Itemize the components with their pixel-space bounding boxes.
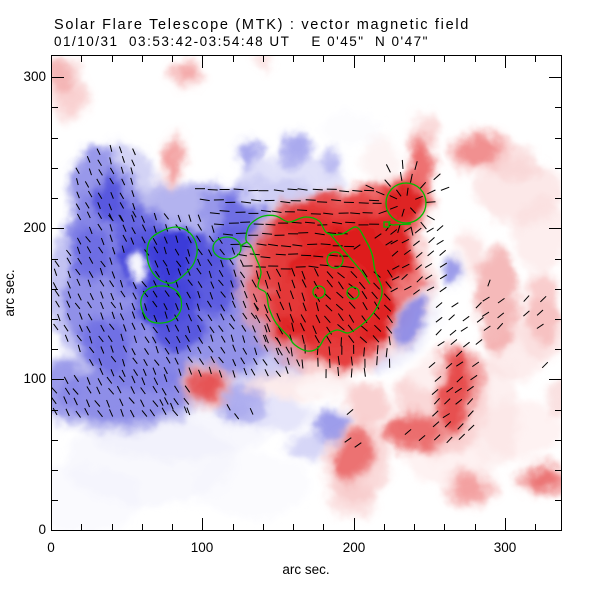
svg-text:200: 200 [343,540,366,555]
svg-text:300: 300 [23,69,46,84]
svg-text:0: 0 [38,522,46,537]
svg-text:01/10/31 03:53:42-03:54:48 UT: 01/10/31 03:53:42-03:54:48 UT E 0'45" N … [54,34,429,49]
svg-text:300: 300 [494,540,517,555]
svg-text:0: 0 [47,540,55,555]
svg-text:arc sec.: arc sec. [2,269,17,316]
svg-text:100: 100 [191,540,214,555]
svg-text:Solar Flare Telescope (MTK) :: Solar Flare Telescope (MTK) : vector mag… [54,17,470,33]
svg-text:100: 100 [23,371,46,386]
svg-text:arc sec.: arc sec. [282,562,329,577]
svg-text:200: 200 [23,220,46,235]
